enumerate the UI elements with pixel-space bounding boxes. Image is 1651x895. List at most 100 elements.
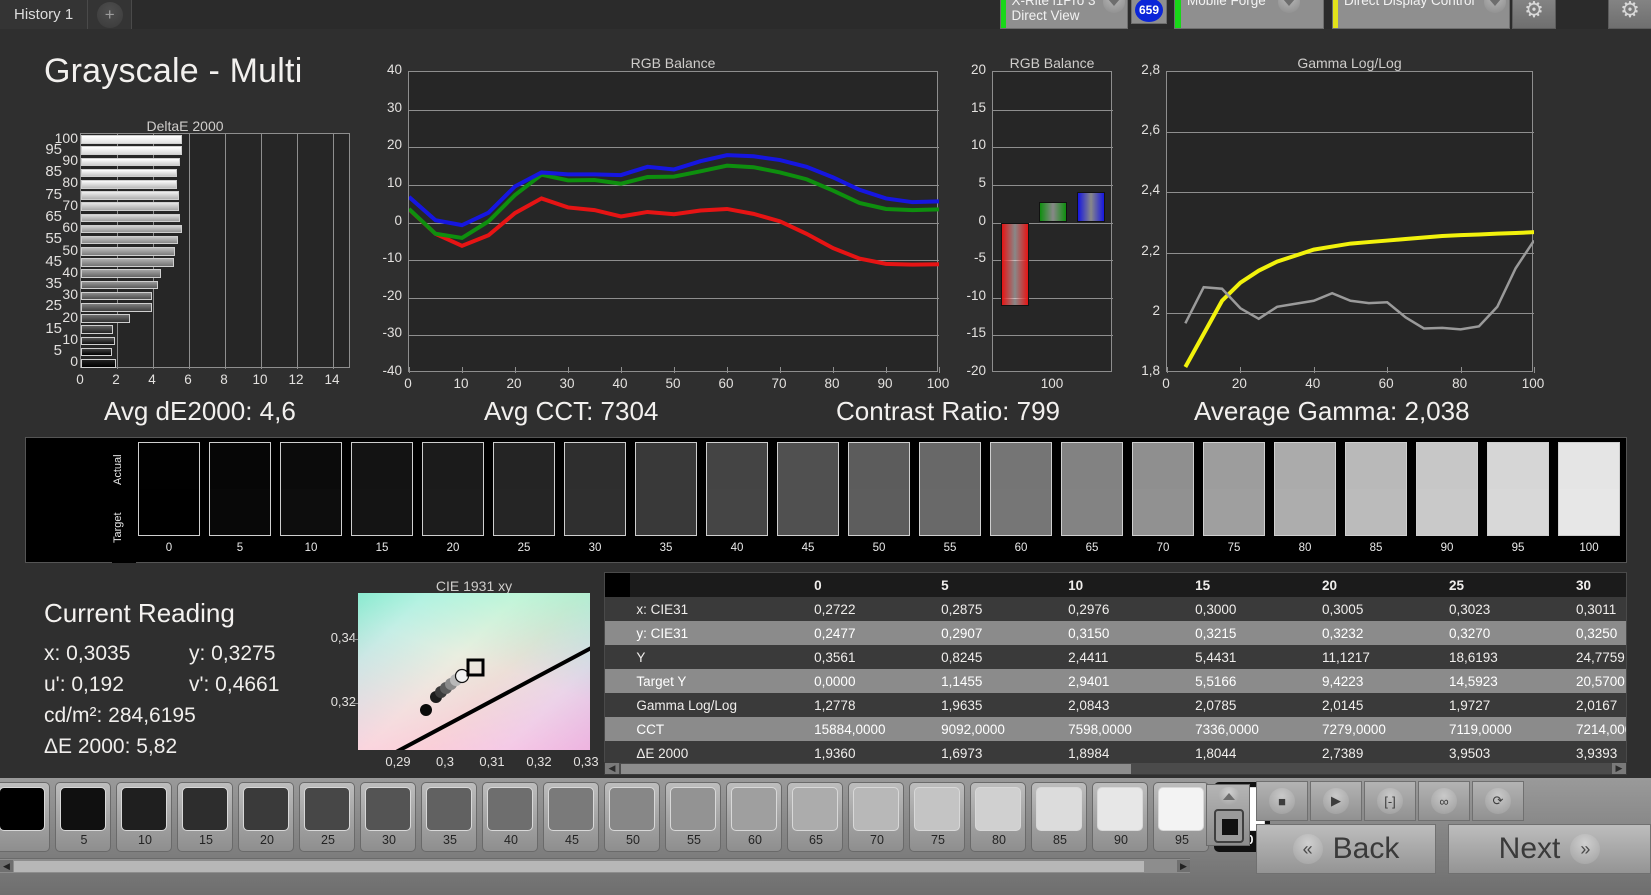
grayscale-patch-label: 55 <box>943 542 957 554</box>
gridline <box>993 147 1113 149</box>
patch-button-50[interactable]: 50 <box>604 782 660 852</box>
table-cell: 2,9401 <box>1062 669 1190 693</box>
patch-button-75[interactable]: 75 <box>909 782 965 852</box>
gamma-chart-title: Gamma Log/Log <box>1297 55 1402 71</box>
grayscale-patch-label: 35 <box>659 542 673 554</box>
tab-history-1[interactable]: History 1 <box>0 0 89 29</box>
measure-button[interactable]: [-] <box>1364 781 1416 821</box>
patch-button-label: 70 <box>870 833 884 847</box>
continuous-button[interactable]: ∞ <box>1418 781 1470 821</box>
patch-button-20[interactable]: 20 <box>238 782 294 852</box>
patch-button-85[interactable]: 85 <box>1031 782 1087 852</box>
gridline <box>409 297 939 299</box>
patch-button-65[interactable]: 65 <box>787 782 843 852</box>
patch-scrollbar[interactable]: ◀ ▶ <box>0 858 1190 873</box>
patch-button-5[interactable]: 5 <box>55 782 111 852</box>
xtick-mark <box>409 367 410 373</box>
grayscale-patch-label: 50 <box>872 542 886 554</box>
table-cell: 0,3270 <box>1443 621 1570 645</box>
device-selector-source[interactable]: Mobile Forge <box>1174 0 1324 29</box>
gamma-xtick: 40 <box>1305 376 1321 391</box>
device-control-dropdown[interactable] <box>1481 0 1509 13</box>
cie-ytick: 0,32 <box>330 694 356 709</box>
table-row: Y 0,3561 0,8245 2,4411 5,4431 11,1217 18,6193 2… <box>605 645 1626 669</box>
patch-scroll-thumb[interactable] <box>14 861 1144 872</box>
rgb-ytick: -40 <box>382 363 402 378</box>
refresh-button[interactable]: ⟳ <box>1472 781 1524 821</box>
xtick-mark <box>1534 367 1535 373</box>
device-selector-meter[interactable]: X-Rite i1Pro 3 Direct View <box>1000 0 1128 29</box>
grayscale-patch-label: 45 <box>801 542 815 554</box>
device-source-dropdown[interactable] <box>1272 0 1306 13</box>
rgbbar-ytick: -10 <box>966 287 986 303</box>
grayscale-patch-label: 25 <box>517 542 531 554</box>
patch-scroll-right[interactable]: ▶ <box>1177 860 1190 872</box>
patch-button-35[interactable]: 35 <box>421 782 477 852</box>
device-meter-name: X-Rite i1Pro 3 <box>1011 0 1096 8</box>
patch-button-95[interactable]: 95 <box>1153 782 1209 852</box>
rgbbar-ytick: 5 <box>978 174 986 190</box>
patch-button-40[interactable]: 40 <box>482 782 538 852</box>
series-blue <box>409 153 939 228</box>
add-tab-button[interactable]: + <box>88 0 133 29</box>
deltae-bar <box>81 202 179 211</box>
next-chevron-icon: » <box>1570 834 1601 864</box>
table-cell: 1,9635 <box>935 693 1063 717</box>
deltae-plot <box>80 133 350 369</box>
deltae-bar <box>81 224 182 234</box>
deltae-bar <box>81 336 116 346</box>
xtick-mark <box>1240 367 1242 373</box>
table-cell: 0,2875 <box>935 597 1063 621</box>
scroll-right-arrow[interactable]: ▶ <box>1612 763 1626 774</box>
grayscale-patch-label: 100 <box>1579 542 1599 554</box>
scroll-thumb[interactable] <box>621 764 1131 774</box>
table-cell: 2,4411 <box>1062 645 1190 669</box>
table-column-header: 5 <box>935 573 1063 597</box>
table-cell: 7336,0000 <box>1189 717 1317 741</box>
deltae-bar <box>81 291 152 301</box>
deltae-xtick: 0 <box>76 372 84 387</box>
device-selector-control[interactable]: Direct Display Control <box>1332 0 1510 29</box>
deltae-xtick: 12 <box>288 372 304 387</box>
patch-button-90[interactable]: 90 <box>1092 782 1148 852</box>
patch-swatch <box>426 787 472 831</box>
table-cell: 0,3005 <box>1316 597 1443 621</box>
deltae-ytick: 45 <box>45 252 62 270</box>
patch-swatch <box>792 787 838 831</box>
device-meter-dropdown[interactable] <box>1102 0 1127 13</box>
patch-button-80[interactable]: 80 <box>970 782 1026 852</box>
stop-button[interactable]: ■ <box>1256 781 1308 821</box>
rgb-bar-chart-title: RGB Balance <box>1009 55 1095 71</box>
gridline <box>1167 312 1534 314</box>
deltae-ytick: 15 <box>45 319 62 337</box>
rgb-xtick: 60 <box>718 376 734 391</box>
scroll-left-arrow[interactable]: ◀ <box>605 763 619 774</box>
gamma-xtick: 0 <box>1162 376 1170 391</box>
table-horizontal-scrollbar[interactable]: ◀ ▶ <box>604 762 1627 775</box>
patch-button-25[interactable]: 25 <box>299 782 355 852</box>
patch-button-10[interactable]: 10 <box>116 782 172 852</box>
rgbbar-ytick: 10 <box>970 137 986 153</box>
patch-button-55[interactable]: 55 <box>665 782 721 852</box>
play-icon: ▶ <box>1323 788 1349 814</box>
patch-button-70[interactable]: 70 <box>848 782 904 852</box>
settings-button[interactable]: ⚙ <box>1512 0 1556 29</box>
patch-button-label: 50 <box>626 833 640 847</box>
patch-button[interactable] <box>0 782 50 852</box>
patch-scroll-left[interactable]: ◀ <box>0 860 13 872</box>
gridline <box>1167 192 1534 194</box>
rgbbar-ytick: -20 <box>966 363 986 378</box>
patch-button-15[interactable]: 15 <box>177 782 233 852</box>
patch-button-45[interactable]: 45 <box>543 782 599 852</box>
settings-button-secondary[interactable]: ⚙ <box>1608 0 1651 29</box>
patch-button-60[interactable]: 60 <box>726 782 782 852</box>
table-corner <box>605 573 631 597</box>
grayscale-patch-label: 75 <box>1227 542 1241 554</box>
rgbbar-xtick: 100 <box>1040 376 1064 391</box>
back-button[interactable]: « Back <box>1256 824 1436 874</box>
pattern-mode-button[interactable] <box>1206 784 1250 846</box>
next-button[interactable]: Next » <box>1448 824 1651 874</box>
play-button[interactable]: ▶ <box>1310 781 1362 821</box>
patch-button-30[interactable]: 30 <box>360 782 416 852</box>
